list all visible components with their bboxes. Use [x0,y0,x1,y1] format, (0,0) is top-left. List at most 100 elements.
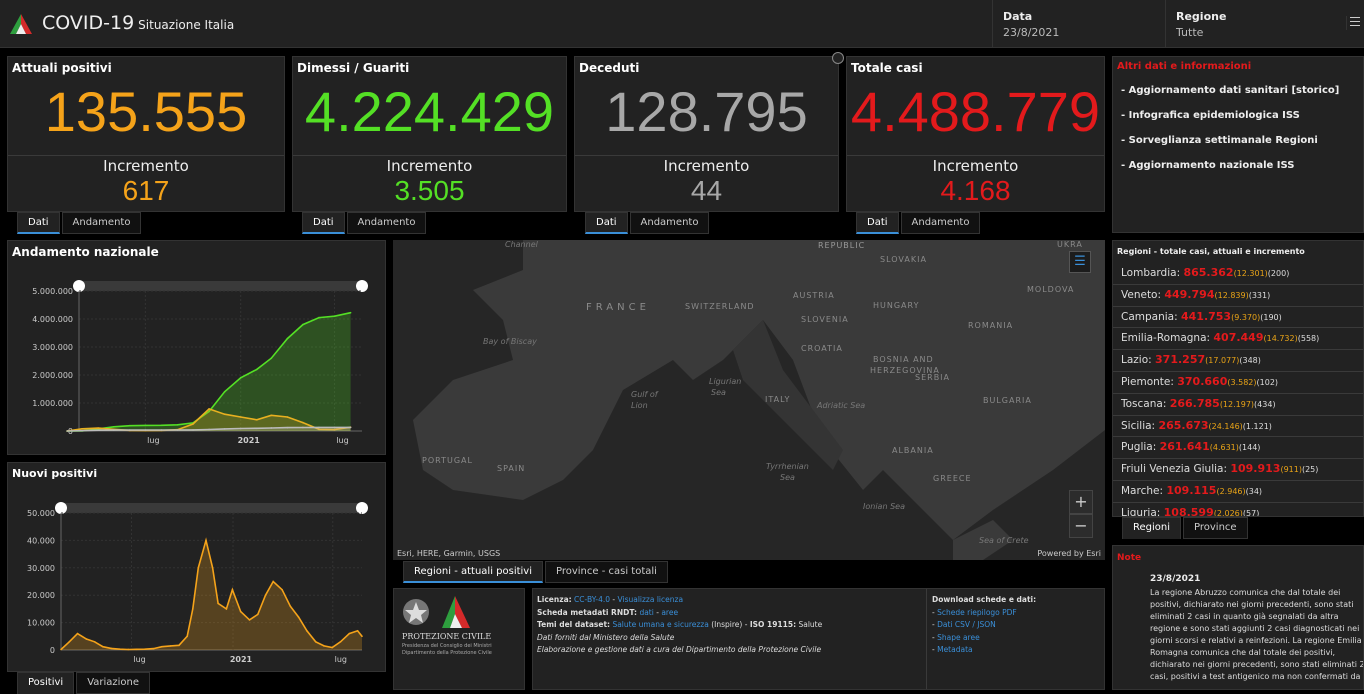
regioni-list[interactable]: Lombardia: 865.362(12.301)(200) Veneto: 4… [1113,263,1363,516]
link-sorveglianza-regioni[interactable]: - Sorveglianza settimanale Regioni [1121,135,1318,146]
map-label: SLOVENIA [801,315,849,324]
map-attribution: Esri, HERE, Garmin, USGS [397,549,501,558]
powered-by-esri[interactable]: Powered by Esri [1037,549,1101,558]
rndt-aree-link[interactable]: aree [661,607,679,617]
region-row[interactable]: Toscana: 266.785(12.197)(434) [1113,394,1363,416]
download-pdf-link[interactable]: Schede riepilogo PDF [937,607,1017,617]
map-label: CROATIA [801,344,843,353]
map[interactable]: Channel REPUBLIC SLOVAKIA UKRA MOLDOVA F… [393,240,1105,560]
rndt-dati-link[interactable]: dati [639,607,654,617]
tab-dati[interactable]: Dati [856,212,899,234]
data-point [208,408,210,410]
region-row[interactable]: Marche: 109.115(2.946)(34) [1113,481,1363,503]
region-name: Sicilia: [1121,419,1156,432]
data-point [270,414,273,417]
tab-dati[interactable]: Dati [302,212,345,234]
note-title: Note [1117,553,1142,563]
map-label: Bay of Biscay [483,337,537,346]
map-label: PORTUGAL [422,456,473,465]
zoom-out-button[interactable]: − [1069,514,1093,538]
info-panel: Licenza: CC-BY-4.0 - Visualizza licenza … [532,588,1105,690]
region-selector[interactable]: Regione Tutte [1165,0,1345,48]
view-license-link[interactable]: Visualizza licenza [617,595,684,604]
series-area [67,312,351,431]
y-tick-label: 40.000 [27,536,55,545]
region-row[interactable]: Piemonte: 370.660(3.582)(102) [1113,372,1363,394]
zoom-in-button[interactable]: + [1069,490,1093,514]
expand-icon[interactable] [832,52,844,64]
data-point [211,567,214,569]
link-aggiornamento-dati-sanitari[interactable]: - Aggiornamento dati sanitari [storico] [1121,85,1340,96]
region-row[interactable]: Sicilia: 265.673(24.146)(1.121) [1113,416,1363,438]
tab-province[interactable]: Province [1183,517,1248,539]
range-slider-handle-right[interactable] [356,280,368,292]
card-value: 128.795 [605,80,808,143]
data-point [225,608,228,610]
region-row[interactable]: Lombardia: 865.362(12.301)(200) [1113,263,1363,285]
data-point [97,429,99,432]
region-row[interactable]: Friuli Venezia Giulia: 109.913(911)(25) [1113,459,1363,481]
region-total: 371.257 [1155,353,1206,367]
nuovi-positivi-panel: Nuovi positivi 0 10.000 20.000 30.000 40.000… [7,462,386,672]
card-title: Deceduti [579,61,640,75]
protezione-civile-emblem-icon [403,596,470,628]
data-point [128,424,131,427]
license-link[interactable]: CC-BY-4.0 [574,595,611,604]
map-label: Ligurian [709,377,742,386]
y-tick-label: 3.000.000 [32,343,73,352]
tab-positivi[interactable]: Positivi [17,672,75,694]
region-row[interactable]: Liguria: 108.599(2.026)(57) [1113,503,1363,516]
range-slider-handle-left[interactable] [73,280,85,292]
map-label: MOLDOVA [1027,285,1075,294]
tab-province-casi-totali[interactable]: Province - casi totali [545,561,668,583]
temi-link[interactable]: Salute umana e sicurezza [612,620,709,629]
region-row[interactable]: Emilia-Romagna: 407.449(14.732)(558) [1113,328,1363,351]
data-point [289,605,292,607]
download-metadata-link[interactable]: Metadata [937,645,973,654]
download-csv-link[interactable]: Dati CSV / JSON [937,620,996,629]
tab-dati[interactable]: Dati [17,212,60,234]
data-point [348,632,351,635]
note-text: La regione Abruzzo comunica che dal tota… [1150,588,1364,681]
region-row[interactable]: Puglia: 261.641(4.631)(144) [1113,437,1363,460]
tab-variazione[interactable]: Variazione [76,672,151,694]
y-tick-label: 0 [50,646,55,655]
region-row[interactable]: Veneto: 449.794(12.839)(331) [1113,285,1363,307]
map-label: SLOVAKIA [880,255,927,264]
tab-regioni[interactable]: Regioni [1122,517,1182,539]
legend-list-icon[interactable]: ☰ [1069,251,1091,273]
data-point [169,645,172,647]
note-date: 23/8/2021 [1150,574,1201,584]
card-increment-label: Incremento [386,157,473,175]
region-row[interactable]: Campania: 441.753(9.370)(190) [1113,307,1363,329]
link-infografica-iss[interactable]: - Infografica epidemiologica ISS [1121,110,1300,121]
data-point [356,630,359,632]
map-label: Channel [505,240,538,249]
data-point [60,648,62,651]
region-name: Lombardia: [1121,267,1181,279]
region-total: 109.913 [1230,462,1281,476]
region-total: 441.753 [1180,309,1232,323]
region-total: 266.785 [1169,396,1220,410]
card-attuali-positivi: Attuali positivi 135.555 Incremento 617 [7,56,285,212]
tab-andamento[interactable]: Andamento [346,212,427,234]
region-row[interactable]: Lazio: 371.257(17.077)(348) [1113,350,1363,372]
tab-dati[interactable]: Dati [585,212,628,234]
date-selector[interactable]: Data 23/8/2021 [992,0,1164,48]
map-label: GREECE [933,474,972,483]
card-increment-value: 617 [122,175,170,206]
menu-icon[interactable] [1346,16,1360,30]
range-slider-handle-right[interactable] [356,502,368,514]
region-name: Campania: [1121,310,1178,323]
range-slider-handle-left[interactable] [55,502,67,514]
tab-regioni-attuali-positivi[interactable]: Regioni - attuali positivi [403,561,543,583]
tab-andamento[interactable]: Andamento [900,212,981,234]
download-shape-link[interactable]: Shape aree [937,632,980,642]
y-tick-label: 20.000 [27,591,55,600]
tab-andamento[interactable]: Andamento [629,212,710,234]
y-tick-label: 5.000.000 [32,287,73,296]
altri-dati-title: Altri dati e informazioni [1117,61,1252,72]
link-aggiornamento-iss[interactable]: - Aggiornamento nazionale ISS [1121,160,1295,171]
tab-andamento[interactable]: Andamento [61,212,142,234]
data-point [110,647,112,650]
